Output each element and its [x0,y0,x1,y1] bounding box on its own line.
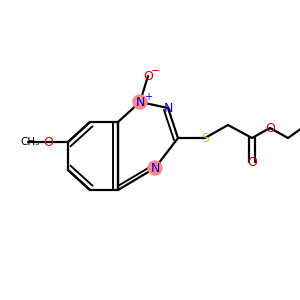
Text: O: O [265,122,275,134]
Text: S: S [201,131,209,145]
Text: N: N [135,95,145,109]
Text: −: − [151,66,161,76]
Circle shape [148,161,162,175]
Text: O: O [43,136,53,148]
Circle shape [133,95,147,109]
Text: N: N [150,161,160,175]
Text: O: O [143,70,153,83]
Text: CH₃: CH₃ [21,137,40,147]
Text: N: N [163,101,173,115]
Text: O: O [247,155,257,169]
Text: +: + [144,92,152,102]
